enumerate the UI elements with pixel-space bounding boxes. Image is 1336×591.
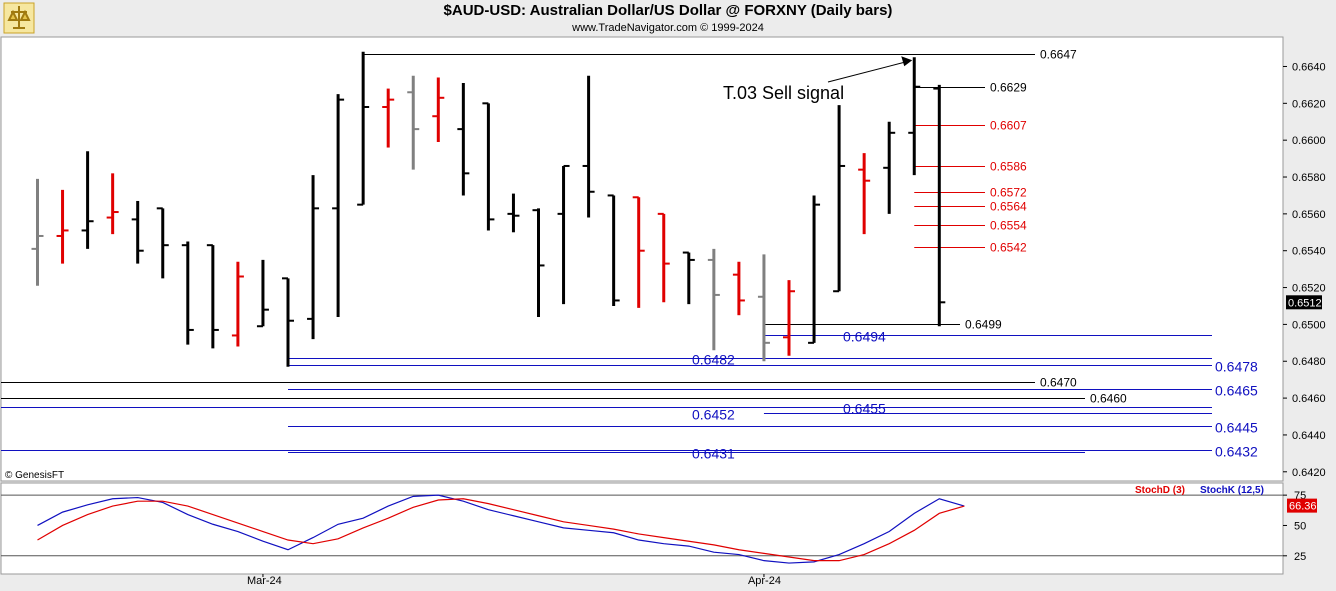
stoch-last-value-box bbox=[1287, 498, 1317, 513]
price-axis-tick-label: 0.6420 bbox=[1292, 467, 1326, 479]
level-label: 0.6470 bbox=[1040, 376, 1077, 390]
annotation-arrow-line bbox=[827, 60, 909, 83]
price-axis-tick-label: 0.6620 bbox=[1292, 98, 1326, 110]
level-label: 0.6647 bbox=[1040, 48, 1077, 62]
stoch-k-line bbox=[37, 494, 965, 564]
chart-title: $AUD-USD: Australian Dollar/US Dollar @ … bbox=[443, 2, 893, 19]
level-label: 0.6455 bbox=[843, 401, 886, 417]
stoch-d-line bbox=[37, 498, 965, 562]
date-axis-label: Mar-24 bbox=[247, 575, 282, 587]
stochastic-panel bbox=[0, 482, 1284, 575]
level-label: 0.6499 bbox=[965, 318, 1002, 332]
price-axis-tick-label: 0.6440 bbox=[1292, 430, 1326, 442]
level-label: 0.6452 bbox=[692, 407, 735, 423]
stoch-legend-label: StochK (12,5) bbox=[1200, 485, 1264, 496]
level-label: 0.6564 bbox=[990, 200, 1027, 214]
level-label: 0.6607 bbox=[990, 119, 1027, 133]
copyright-label: © GenesisFT bbox=[5, 470, 64, 481]
date-axis-label: Apr-24 bbox=[748, 575, 781, 587]
level-label: 0.6494 bbox=[843, 329, 886, 345]
level-label: 0.6554 bbox=[990, 219, 1027, 233]
level-label: 0.6432 bbox=[1215, 444, 1258, 460]
level-label: 0.6431 bbox=[692, 446, 735, 462]
stoch-axis-tick-label: 50 bbox=[1294, 520, 1306, 532]
level-label: 0.6572 bbox=[990, 186, 1027, 200]
level-label: 0.6460 bbox=[1090, 392, 1127, 406]
price-axis-tick-label: 0.6460 bbox=[1292, 393, 1326, 405]
price-axis-tick-label: 0.6500 bbox=[1292, 319, 1326, 331]
price-axis-tick-label: 0.6640 bbox=[1292, 61, 1326, 73]
chart-subtitle: www.TradeNavigator.com © 1999-2024 bbox=[572, 22, 764, 34]
price-axis-tick-label: 0.6600 bbox=[1292, 135, 1326, 147]
price-axis-tick-label: 0.6580 bbox=[1292, 172, 1326, 184]
level-label: 0.6629 bbox=[990, 81, 1027, 95]
level-label: 0.6465 bbox=[1215, 383, 1258, 399]
annotation-arrow-head bbox=[901, 56, 913, 67]
trade-navigator-logo-icon bbox=[3, 2, 35, 34]
sell-signal-annotation: T.03 Sell signal bbox=[723, 83, 844, 103]
stoch-axis-tick-label: 25 bbox=[1294, 551, 1306, 563]
price-panel bbox=[0, 36, 1284, 482]
level-label: 0.6482 bbox=[692, 352, 735, 368]
level-label: 0.6478 bbox=[1215, 359, 1258, 375]
price-axis-tick-label: 0.6480 bbox=[1292, 356, 1326, 368]
stoch-last-value-label: 66.36 bbox=[1289, 501, 1317, 513]
price-axis-tick-label: 0.6560 bbox=[1292, 209, 1326, 221]
level-label: 0.6445 bbox=[1215, 420, 1258, 436]
price-axis-tick-label: 0.6540 bbox=[1292, 246, 1326, 258]
last-price-box bbox=[1286, 295, 1322, 310]
date-axis-band bbox=[1, 575, 1283, 588]
level-label: 0.6542 bbox=[990, 241, 1027, 255]
stoch-legend-label: StochD (3) bbox=[1135, 485, 1185, 496]
level-label: 0.6586 bbox=[990, 160, 1027, 174]
price-axis-tick-label: 0.6520 bbox=[1292, 283, 1326, 295]
last-price-label: 0.6512 bbox=[1288, 297, 1322, 309]
